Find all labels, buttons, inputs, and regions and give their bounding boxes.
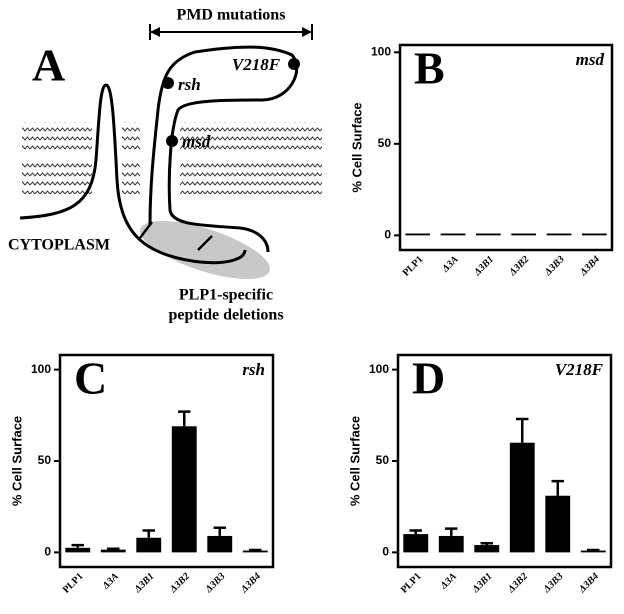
error-bar <box>142 529 155 538</box>
y-tick-label: 0 <box>44 545 51 559</box>
bar <box>475 233 501 236</box>
y-axis-label: % Cell Surface <box>349 102 364 192</box>
error-bar <box>249 548 262 552</box>
cytoplasm-label: CYTOPLASM <box>8 237 110 254</box>
y-tick-label: 50 <box>378 136 392 150</box>
series-label: V218F <box>555 360 604 379</box>
protein-chain <box>19 83 247 265</box>
x-tick-label: Δ3B4 <box>577 254 602 279</box>
x-tick-label: Δ3B1 <box>470 571 495 596</box>
bar-chart: 0 50 100 % Cell Surface C rsh PLP1 Δ3A Δ3B1 Δ3B2 Δ… <box>9 353 275 596</box>
mutation-site <box>162 77 174 89</box>
panel-letter: D <box>412 353 445 404</box>
deletion-mark <box>139 221 153 239</box>
y-axis-label: % Cell Surface <box>347 416 362 506</box>
error-bar <box>107 547 120 550</box>
x-tick-label: Δ3B2 <box>507 254 532 279</box>
bar <box>403 534 429 553</box>
error-bar <box>480 541 493 546</box>
x-tick-label: Δ3B2 <box>167 571 192 596</box>
x-tick-label: Δ3B3 <box>542 254 567 279</box>
x-tick-label: Δ3B1 <box>132 571 157 596</box>
y-tick-label: 0 <box>384 228 391 242</box>
series-label: rsh <box>242 360 265 379</box>
membrane-diagram: PMD mutations A V218F rsh msd CYTOPLASM … <box>8 7 322 324</box>
bar <box>474 545 500 553</box>
deletion-label: peptide deletions <box>168 307 283 324</box>
bar <box>581 233 607 236</box>
bar <box>546 233 572 236</box>
bar <box>136 537 162 553</box>
y-tick-label: 0 <box>382 545 389 559</box>
mutation-label: rsh <box>178 75 201 94</box>
bar <box>438 535 464 553</box>
protein-chain <box>148 45 299 253</box>
deletion-mark <box>197 235 213 251</box>
plot-frame <box>398 43 614 252</box>
bar <box>171 426 197 553</box>
x-tick-label: Δ3A <box>440 254 461 275</box>
mutation-site <box>288 58 300 70</box>
y-axis-label: % Cell Surface <box>9 416 24 506</box>
x-tick-label: Δ3B4 <box>576 571 601 596</box>
error-bar <box>445 527 458 536</box>
error-bar <box>71 543 84 548</box>
bar <box>65 547 91 553</box>
bar <box>405 233 431 236</box>
bar-chart: 0 50 100 % Cell Surface B msd PLP1 Δ3A Δ3B1 Δ3B2 Δ… <box>349 43 614 279</box>
bar <box>207 535 233 553</box>
panel-letter: B <box>414 43 445 94</box>
bar <box>580 550 606 553</box>
bar-chart: 0 50 100 % Cell Surface D V218F PLP1 Δ3A Δ3B1 Δ3B… <box>347 353 613 596</box>
error-bar <box>409 529 422 535</box>
series-label: msd <box>576 50 605 69</box>
bar <box>511 233 537 236</box>
x-tick-label: PLP1 <box>399 571 424 596</box>
deletion-region <box>140 221 270 279</box>
panel-letter: A <box>32 40 65 91</box>
error-bar <box>213 526 226 536</box>
x-tick-label: Δ3B1 <box>471 254 496 279</box>
range-label: PMD mutations <box>177 7 286 24</box>
y-tick-label: 100 <box>371 44 391 58</box>
x-tick-label: Δ3B4 <box>238 571 263 596</box>
y-tick-label: 50 <box>376 453 390 467</box>
y-tick-label: 100 <box>31 362 51 376</box>
bar <box>242 550 268 553</box>
y-tick-label: 50 <box>38 453 52 467</box>
mutation-label: msd <box>182 132 211 151</box>
mutation-site <box>166 135 178 147</box>
x-tick-label: Δ3A <box>100 571 121 592</box>
x-tick-label: Δ3B3 <box>203 571 228 596</box>
bar <box>509 442 535 553</box>
mutation-label: V218F <box>232 55 281 74</box>
error-bar <box>551 479 564 496</box>
bar <box>100 549 126 553</box>
error-bar <box>587 548 600 552</box>
y-tick-label: 100 <box>369 362 389 376</box>
bar <box>440 233 466 236</box>
x-tick-label: Δ3B3 <box>541 571 566 596</box>
deletion-label: PLP1-specific <box>179 287 273 304</box>
error-bar <box>178 410 191 427</box>
x-tick-label: Δ3A <box>438 571 459 592</box>
x-tick-label: Δ3B2 <box>505 571 530 596</box>
x-tick-label: PLP1 <box>401 254 426 279</box>
bar <box>545 495 571 553</box>
error-bar <box>516 417 529 443</box>
panel-letter: C <box>74 353 107 404</box>
x-tick-label: PLP1 <box>61 571 86 596</box>
